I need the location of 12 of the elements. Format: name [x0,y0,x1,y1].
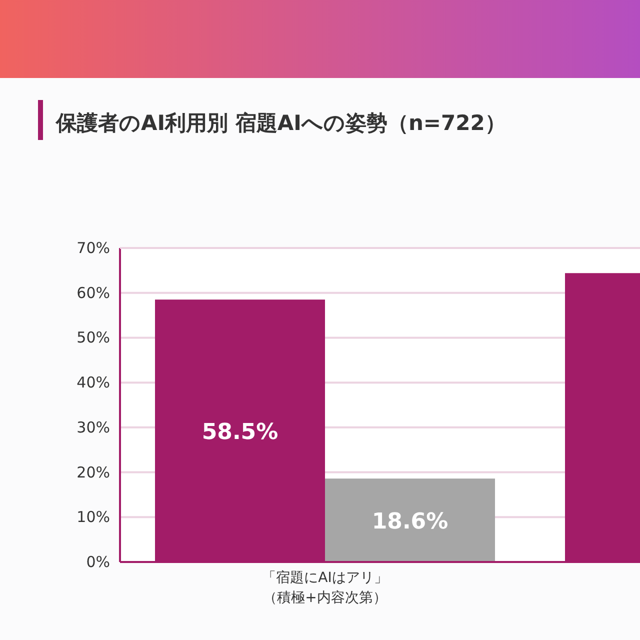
y-tick-label: 30% [76,418,110,436]
y-tick-label: 60% [76,284,110,302]
y-tick-label: 50% [76,328,110,347]
y-tick-label: 10% [76,508,110,526]
data-label: 58.5% [202,420,278,445]
y-tick-label: 70% [76,239,110,257]
data-label: 18.6% [372,509,448,534]
y-tick-label: 20% [76,463,110,482]
chart-title: 保護者のAI利用別 宿題AIへの姿勢（n=722） [55,111,506,135]
y-tick-label: 0% [86,553,110,571]
y-tick-label: 40% [76,374,110,392]
x-tick-label: 「宿題にAIはアリ」（積極+内容次第） [261,569,389,608]
